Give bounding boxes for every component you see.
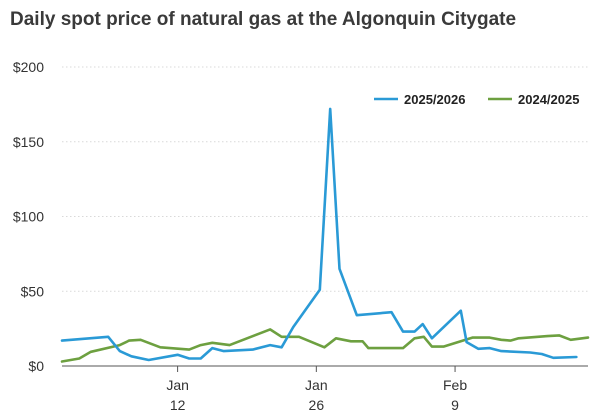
y-tick-label: $200 [13,59,44,75]
y-tick-label: $50 [21,283,45,299]
legend-label: 2024/2025 [518,92,579,107]
series-line [60,107,578,362]
series-line [60,328,590,363]
y-tick-label: $0 [28,358,44,374]
chart-title: Daily spot price of natural gas at the A… [10,9,517,30]
y-tick-label: $150 [13,134,44,150]
y-axis: $0 $50 $100 $150 $200 [13,59,44,374]
x-tick-label-day: 12 [170,397,186,413]
legend: 2025/2026 2024/2025 [366,84,598,114]
series-lines [60,107,590,363]
x-tick-label-day: 26 [309,397,325,413]
x-tick-label-month: Feb [443,377,467,393]
legend-label: 2025/2026 [404,92,465,107]
y-tick-label: $100 [13,209,44,225]
x-tick-label-day: 9 [451,397,459,413]
x-axis: Jan 12 Jan 26 Feb 9 [62,365,588,413]
x-tick-label-month: Jan [166,377,189,393]
x-tick-label-month: Jan [305,377,328,393]
legend-box [366,84,598,114]
